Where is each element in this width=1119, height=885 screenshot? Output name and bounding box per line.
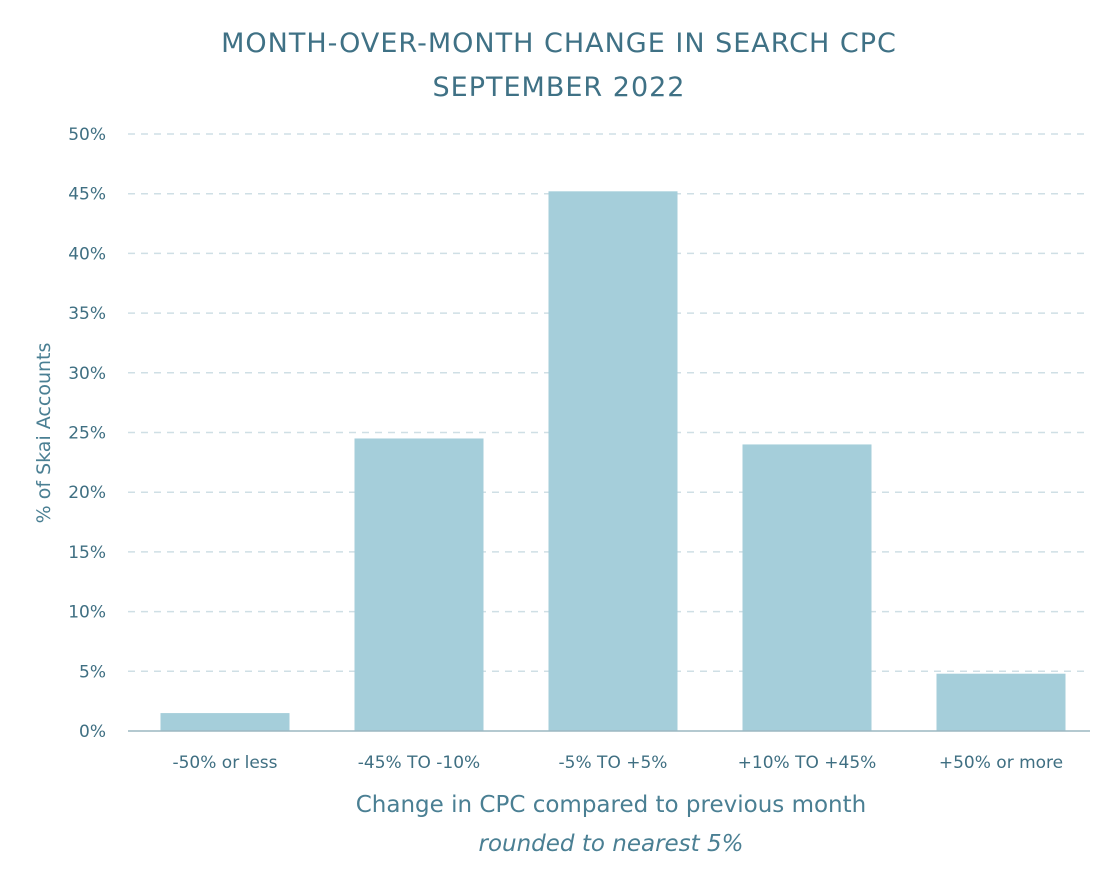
y-tick-label: 15% [68, 543, 106, 563]
y-tick-label: 0% [79, 722, 106, 742]
y-tick-label: 30% [68, 364, 106, 384]
chart-subtitle: SEPTEMBER 2022 [433, 72, 686, 103]
bar [354, 438, 484, 731]
x-tick-label: +10% TO +45% [738, 753, 877, 773]
y-tick-label: 20% [68, 483, 106, 503]
y-tick-label: 50% [68, 125, 106, 145]
y-tick-label: 40% [68, 244, 106, 264]
x-tick-label: +50% or more [939, 753, 1063, 773]
bar [936, 673, 1066, 731]
chart-title: MONTH-OVER-MONTH CHANGE IN SEARCH CPC [221, 28, 897, 59]
x-tick-label: -45% TO -10% [358, 753, 480, 773]
y-tick-label: 35% [68, 304, 106, 324]
y-axis-ticks: 0% 5% 10% 15% 20% 25% 30% 35% 40% 45% 50% [68, 125, 106, 742]
y-tick-label: 5% [79, 662, 106, 682]
x-axis-categories: -50% or less -45% TO -10% -5% TO +5% +10% T… [172, 753, 1063, 773]
x-axis-label: Change in CPC compared to previous month [356, 792, 866, 818]
x-tick-label: -50% or less [172, 753, 277, 773]
x-tick-label: -5% TO +5% [559, 753, 668, 773]
y-tick-label: 10% [68, 603, 106, 623]
bar [160, 713, 290, 731]
y-axis-label: % of Skai Accounts [33, 343, 55, 524]
bar [742, 444, 872, 731]
y-tick-label: 45% [68, 185, 106, 205]
bars [160, 191, 1066, 731]
x-axis-sublabel: rounded to nearest 5% [479, 831, 744, 857]
bar [548, 191, 678, 731]
y-tick-label: 25% [68, 424, 106, 444]
